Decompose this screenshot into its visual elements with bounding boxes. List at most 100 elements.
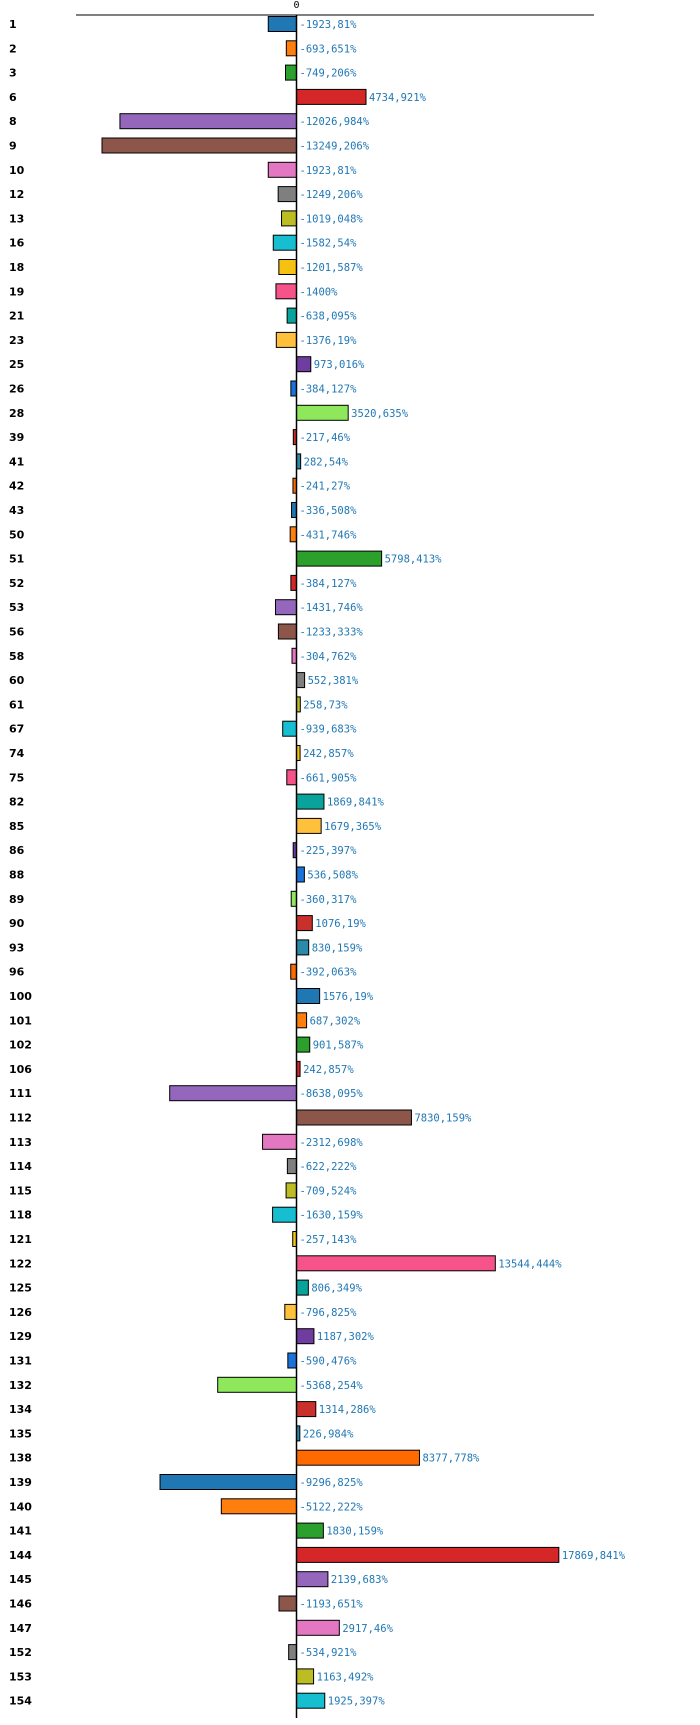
category-label-134: 134 xyxy=(9,1403,32,1416)
category-label-21: 21 xyxy=(9,310,24,323)
category-label-90: 90 xyxy=(9,917,25,930)
bar-26 xyxy=(290,380,297,397)
bar-2 xyxy=(285,40,298,57)
value-label-140: -5122,222% xyxy=(300,1501,364,1513)
value-label-100: 1576,19% xyxy=(323,991,374,1003)
category-label-19: 19 xyxy=(9,285,24,298)
value-label-1: -1923,81% xyxy=(300,19,358,31)
bar-8 xyxy=(119,113,297,130)
category-label-141: 141 xyxy=(9,1525,32,1538)
value-label-154: 1925,397% xyxy=(328,1696,386,1708)
value-label-10: -1923,81% xyxy=(300,165,358,177)
value-label-146: -1193,651% xyxy=(300,1599,364,1611)
value-label-25: 973,016% xyxy=(314,359,365,371)
value-label-93: 830,159% xyxy=(312,942,363,954)
value-label-26: -384,127% xyxy=(300,384,358,396)
bar-132 xyxy=(217,1376,297,1393)
value-label-118: -1630,159% xyxy=(300,1210,364,1222)
category-label-12: 12 xyxy=(9,188,24,201)
category-label-6: 6 xyxy=(9,91,17,104)
bar-138 xyxy=(296,1449,420,1466)
category-label-85: 85 xyxy=(9,820,24,833)
category-label-132: 132 xyxy=(9,1379,32,1392)
category-label-126: 126 xyxy=(9,1306,32,1319)
value-label-3: -749,206% xyxy=(300,68,358,80)
bar-9 xyxy=(101,137,297,154)
category-label-52: 52 xyxy=(9,577,24,590)
category-label-41: 41 xyxy=(9,455,24,468)
bar-111 xyxy=(169,1085,297,1102)
category-label-2: 2 xyxy=(9,42,17,55)
category-label-50: 50 xyxy=(9,528,25,541)
category-label-67: 67 xyxy=(9,723,24,736)
bar-93 xyxy=(296,939,310,956)
value-label-138: 8377,778% xyxy=(422,1453,480,1465)
category-label-121: 121 xyxy=(9,1233,32,1246)
category-label-42: 42 xyxy=(9,480,24,493)
value-label-126: -796,825% xyxy=(300,1307,358,1319)
bar-25 xyxy=(296,356,312,373)
bar-16 xyxy=(272,234,297,251)
value-label-74: 242,857% xyxy=(303,748,354,760)
bar-6 xyxy=(296,88,367,105)
category-label-23: 23 xyxy=(9,334,24,347)
value-label-147: 2917,46% xyxy=(342,1623,393,1635)
bar-88 xyxy=(296,866,305,883)
bar-122 xyxy=(296,1255,496,1272)
category-label-115: 115 xyxy=(9,1184,32,1197)
category-label-118: 118 xyxy=(9,1209,32,1222)
category-label-146: 146 xyxy=(9,1598,32,1611)
bar-145 xyxy=(296,1571,329,1588)
bar-134 xyxy=(296,1401,317,1418)
value-label-6: 4734,921% xyxy=(369,92,427,104)
category-label-154: 154 xyxy=(9,1695,32,1708)
category-label-152: 152 xyxy=(9,1646,32,1659)
category-label-43: 43 xyxy=(9,504,24,517)
value-label-21: -638,095% xyxy=(300,311,358,323)
bar-21 xyxy=(286,307,298,324)
bar-50 xyxy=(289,526,298,543)
category-label-56: 56 xyxy=(9,626,25,639)
category-label-153: 153 xyxy=(9,1670,32,1683)
bar-112 xyxy=(296,1109,412,1126)
value-label-139: -9296,825% xyxy=(300,1477,364,1489)
value-label-41: 282,54% xyxy=(304,456,349,468)
bar-18 xyxy=(278,259,297,275)
labels-layer: 1 -1923,81% 2 -693,651% 3 -749,206% 6 4734,921%… xyxy=(9,18,626,1708)
bar-12 xyxy=(277,186,298,203)
bar-147 xyxy=(296,1619,340,1636)
bar-141 xyxy=(296,1522,324,1539)
value-label-43: -336,508% xyxy=(300,505,358,517)
category-label-102: 102 xyxy=(9,1039,32,1052)
value-label-58: -304,762% xyxy=(300,651,358,663)
category-label-25: 25 xyxy=(9,358,24,371)
category-label-129: 129 xyxy=(9,1330,32,1343)
value-label-2: -693,651% xyxy=(300,43,358,55)
category-label-93: 93 xyxy=(9,941,24,954)
value-label-152: -534,921% xyxy=(300,1647,358,1659)
value-label-145: 2139,683% xyxy=(331,1574,389,1586)
bar-139 xyxy=(159,1474,297,1490)
category-label-144: 144 xyxy=(9,1549,32,1562)
value-label-101: 687,302% xyxy=(310,1015,361,1027)
category-label-114: 114 xyxy=(9,1160,32,1173)
value-label-113: -2312,698% xyxy=(300,1137,364,1149)
category-label-10: 10 xyxy=(9,164,25,177)
category-label-16: 16 xyxy=(9,237,25,250)
category-label-51: 51 xyxy=(9,553,24,566)
value-label-56: -1233,333% xyxy=(300,627,364,639)
bar-10 xyxy=(267,161,298,178)
category-label-122: 122 xyxy=(9,1257,32,1270)
category-label-111: 111 xyxy=(9,1087,32,1100)
value-label-50: -431,746% xyxy=(300,529,358,541)
value-label-106: 242,857% xyxy=(303,1064,354,1076)
category-label-60: 60 xyxy=(9,674,25,687)
value-label-88: 536,508% xyxy=(307,870,358,882)
value-label-121: -257,143% xyxy=(300,1234,358,1246)
value-label-28: 3520,635% xyxy=(351,408,409,420)
category-label-113: 113 xyxy=(9,1136,32,1149)
value-label-67: -939,683% xyxy=(300,724,358,736)
category-label-61: 61 xyxy=(9,698,24,711)
bar-126 xyxy=(284,1303,297,1320)
